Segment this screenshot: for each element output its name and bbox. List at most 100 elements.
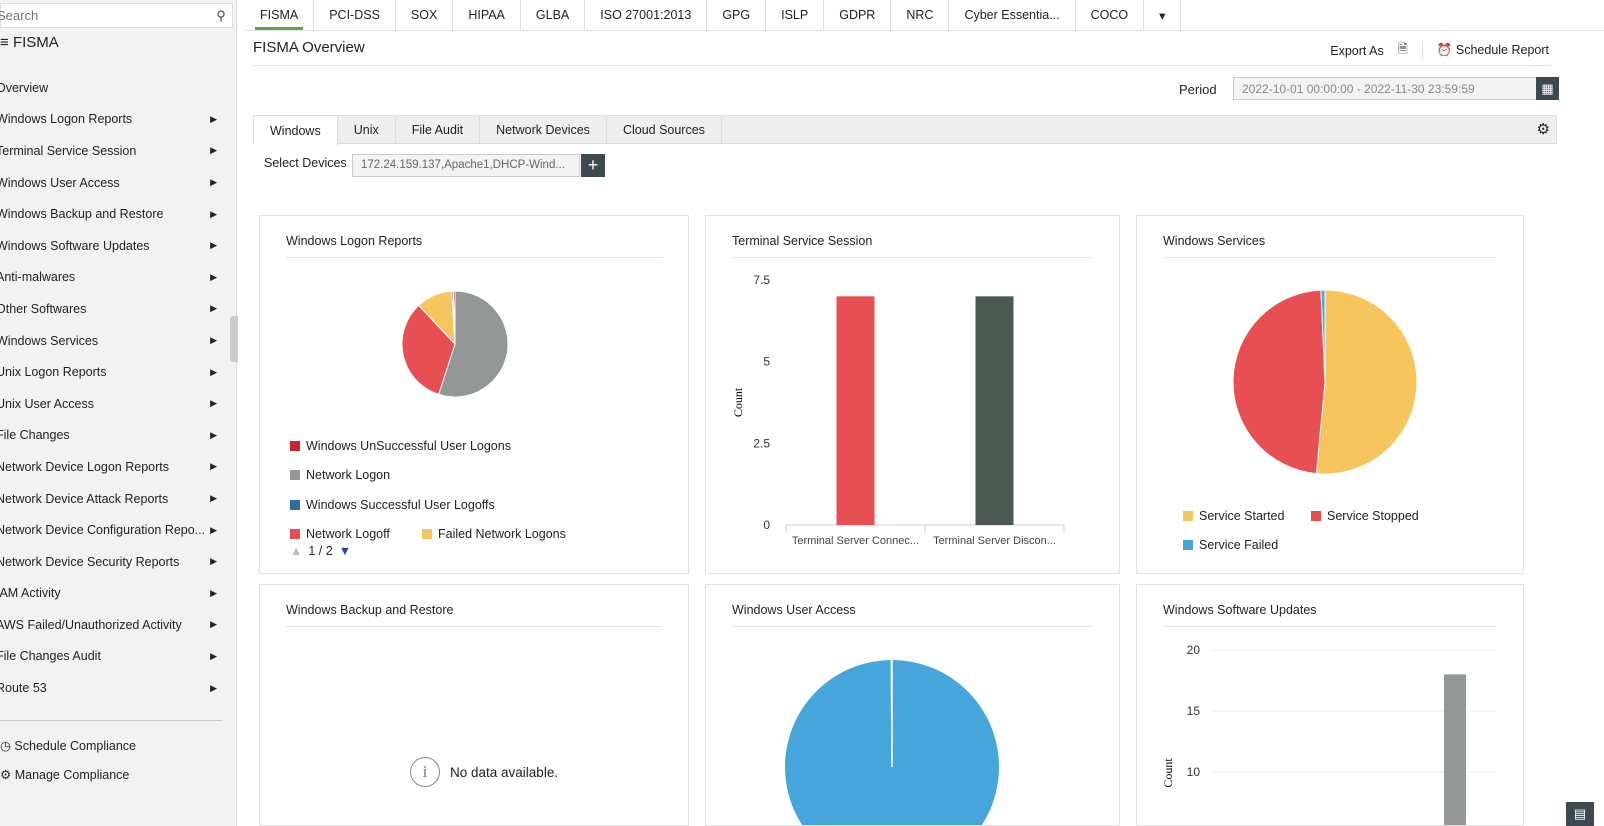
- pie-slice[interactable]: [437, 290, 509, 398]
- chat-icon[interactable]: ▤: [1566, 802, 1594, 826]
- chart: [260, 585, 688, 825]
- calendar-icon[interactable]: ▦: [1536, 77, 1559, 100]
- gear-icon[interactable]: ⚙: [1536, 121, 1550, 138]
- sidebar-collapse-handle[interactable]: [230, 316, 238, 362]
- manage-compliance-link[interactable]: ⚙ Manage Compliance: [0, 767, 129, 782]
- legend-item[interactable]: Network Logon: [290, 468, 390, 482]
- pie-slice[interactable]: [452, 290, 456, 345]
- legend-item[interactable]: Service Failed: [1183, 538, 1278, 552]
- legend-swatch: [422, 529, 432, 539]
- legend-item[interactable]: Service Stopped: [1311, 509, 1419, 523]
- schedule-compliance-link[interactable]: ◷ Schedule Compliance: [0, 738, 136, 753]
- caret-right-icon: ▶: [210, 587, 217, 598]
- y-tick-label: 20: [1187, 643, 1201, 657]
- caret-right-icon: ▶: [210, 619, 217, 630]
- sidebar-item[interactable]: AWS Failed/Unauthorized Activity ▶: [0, 609, 225, 641]
- sidebar-item-label: Windows Logon Reports: [0, 112, 133, 127]
- legend-label: Windows UnSuccessful User Logons: [306, 439, 511, 453]
- sidebar-item[interactable]: Network Device Security Reports ▶: [0, 546, 225, 578]
- compliance-tab[interactable]: ISO 27001:2013: [585, 0, 708, 31]
- sidebar-item[interactable]: Unix Logon Reports ▶: [0, 356, 225, 388]
- add-device-button[interactable]: +: [581, 154, 605, 177]
- more-tabs-dropdown-icon[interactable]: ▾: [1144, 0, 1182, 31]
- next-page-icon[interactable]: ▼: [338, 544, 352, 558]
- pie-slice[interactable]: [1315, 289, 1418, 475]
- sidebar-item[interactable]: Network Device Logon Reports ▶: [0, 451, 225, 483]
- sidebar-item-label: Unix Logon Reports: [0, 365, 107, 380]
- widget-panel: Terminal Service Session 0 2.5 5 7.5 Terminal…: [705, 215, 1120, 574]
- export-pdf-icon[interactable]: 🗎: [1397, 42, 1408, 56]
- sidebar-item[interactable]: Network Device Configuration Repo... ▶: [0, 514, 225, 546]
- compliance-tab[interactable]: HIPAA: [453, 0, 521, 31]
- sidebar-item-label: Windows Services: [0, 333, 99, 348]
- search-icon[interactable]: ⚲: [216, 7, 226, 23]
- legend-swatch: [290, 500, 300, 510]
- bar[interactable]: [836, 296, 875, 525]
- search-input[interactable]: [0, 8, 210, 23]
- sidebar-item-label: File Changes: [0, 428, 70, 443]
- bar[interactable]: [1444, 674, 1466, 825]
- clock-icon: ◷: [0, 739, 11, 753]
- widget-title: Windows User Access: [732, 603, 856, 617]
- bar[interactable]: [975, 296, 1014, 525]
- sidebar-item[interactable]: Windows Logon Reports ▶: [0, 104, 225, 136]
- source-tab[interactable]: Network Devices: [480, 116, 607, 143]
- chart: [401, 290, 509, 398]
- sidebar-item[interactable]: File Changes Audit ▶: [0, 641, 225, 673]
- menu-icon[interactable]: ≡: [0, 34, 9, 51]
- pie-slice[interactable]: [401, 304, 456, 396]
- sidebar-item[interactable]: Network Device Attack Reports ▶: [0, 483, 225, 515]
- legend-item[interactable]: Failed Network Logons: [422, 527, 566, 541]
- compliance-tab[interactable]: COCO: [1076, 0, 1145, 31]
- prev-page-icon[interactable]: ▲: [290, 544, 303, 558]
- compliance-tab[interactable]: FISMA: [245, 0, 315, 31]
- sidebar-item[interactable]: Overview: [0, 72, 225, 104]
- compliance-tab[interactable]: NRC: [891, 0, 950, 31]
- caret-right-icon: ▶: [210, 398, 217, 409]
- sidebar-item[interactable]: Windows User Access ▶: [0, 167, 225, 199]
- sidebar-item-label: AWS Failed/Unauthorized Activity: [0, 617, 182, 632]
- sidebar-item[interactable]: IAM Activity ▶: [0, 578, 225, 610]
- sidebar-item[interactable]: Other Softwares ▶: [0, 293, 225, 325]
- sidebar-item[interactable]: Windows Software Updates ▶: [0, 230, 225, 262]
- widget-panel: Windows Services Service Started Service S…: [1136, 215, 1524, 574]
- compliance-tab[interactable]: PCI-DSS: [314, 0, 396, 31]
- sidebar-item[interactable]: Unix User Access ▶: [0, 388, 225, 420]
- period-input[interactable]: 2022-10-01 00:00:00 - 2022-11-30 23:59:5…: [1233, 77, 1537, 100]
- compliance-tab[interactable]: GDPR: [824, 0, 892, 31]
- legend-item[interactable]: Windows Successful User Logoffs: [290, 498, 495, 512]
- legend-item[interactable]: Windows UnSuccessful User Logons: [290, 439, 511, 453]
- compliance-tab[interactable]: GLBA: [521, 0, 586, 31]
- search-box[interactable]: ⚲: [0, 3, 233, 28]
- caret-right-icon: ▶: [210, 208, 217, 219]
- compliance-tab[interactable]: ISLP: [766, 0, 825, 31]
- sidebar-item[interactable]: Windows Backup and Restore ▶: [0, 198, 225, 230]
- source-tab[interactable]: File Audit: [396, 116, 481, 143]
- sidebar-title-text: FISMA: [12, 34, 59, 51]
- sidebar-item[interactable]: Anti-malwares ▶: [0, 262, 225, 294]
- divider: [253, 65, 1550, 66]
- sidebar-item[interactable]: File Changes ▶: [0, 420, 225, 452]
- pie-slice[interactable]: [1232, 289, 1326, 475]
- legend-swatch: [1183, 540, 1193, 550]
- legend-item[interactable]: Network Logoff: [290, 527, 390, 541]
- schedule-report-button[interactable]: ⏰ Schedule Report: [1437, 43, 1549, 58]
- chart: 0 2.5 5 7.5 Terminal Server Connec... Termina…: [731, 273, 1065, 547]
- legend-item[interactable]: Service Started: [1183, 509, 1284, 523]
- pie-slice[interactable]: [1320, 289, 1326, 383]
- source-tab[interactable]: Windows: [254, 116, 338, 146]
- compliance-tab[interactable]: SOX: [396, 0, 454, 31]
- sidebar-item[interactable]: Windows Services ▶: [0, 325, 225, 357]
- compliance-tab[interactable]: Cyber Essentia...: [949, 0, 1076, 31]
- source-tab[interactable]: Cloud Sources: [607, 116, 722, 143]
- source-tab[interactable]: Unix: [338, 116, 396, 143]
- info-icon: i: [410, 757, 440, 787]
- pie-slice[interactable]: [890, 659, 893, 768]
- sidebar-item-label: Network Device Logon Reports: [0, 459, 169, 474]
- sidebar-item[interactable]: Route 53 ▶: [0, 672, 225, 704]
- devices-input[interactable]: 172.24.159.137,Apache1,DHCP-Wind...: [352, 154, 580, 177]
- compliance-tab[interactable]: GPG: [707, 0, 767, 31]
- widget-title: Terminal Service Session: [732, 234, 873, 248]
- x-tick-label: Terminal Server Connec...: [792, 535, 919, 547]
- sidebar-item[interactable]: Terminal Service Session ▶: [0, 135, 225, 167]
